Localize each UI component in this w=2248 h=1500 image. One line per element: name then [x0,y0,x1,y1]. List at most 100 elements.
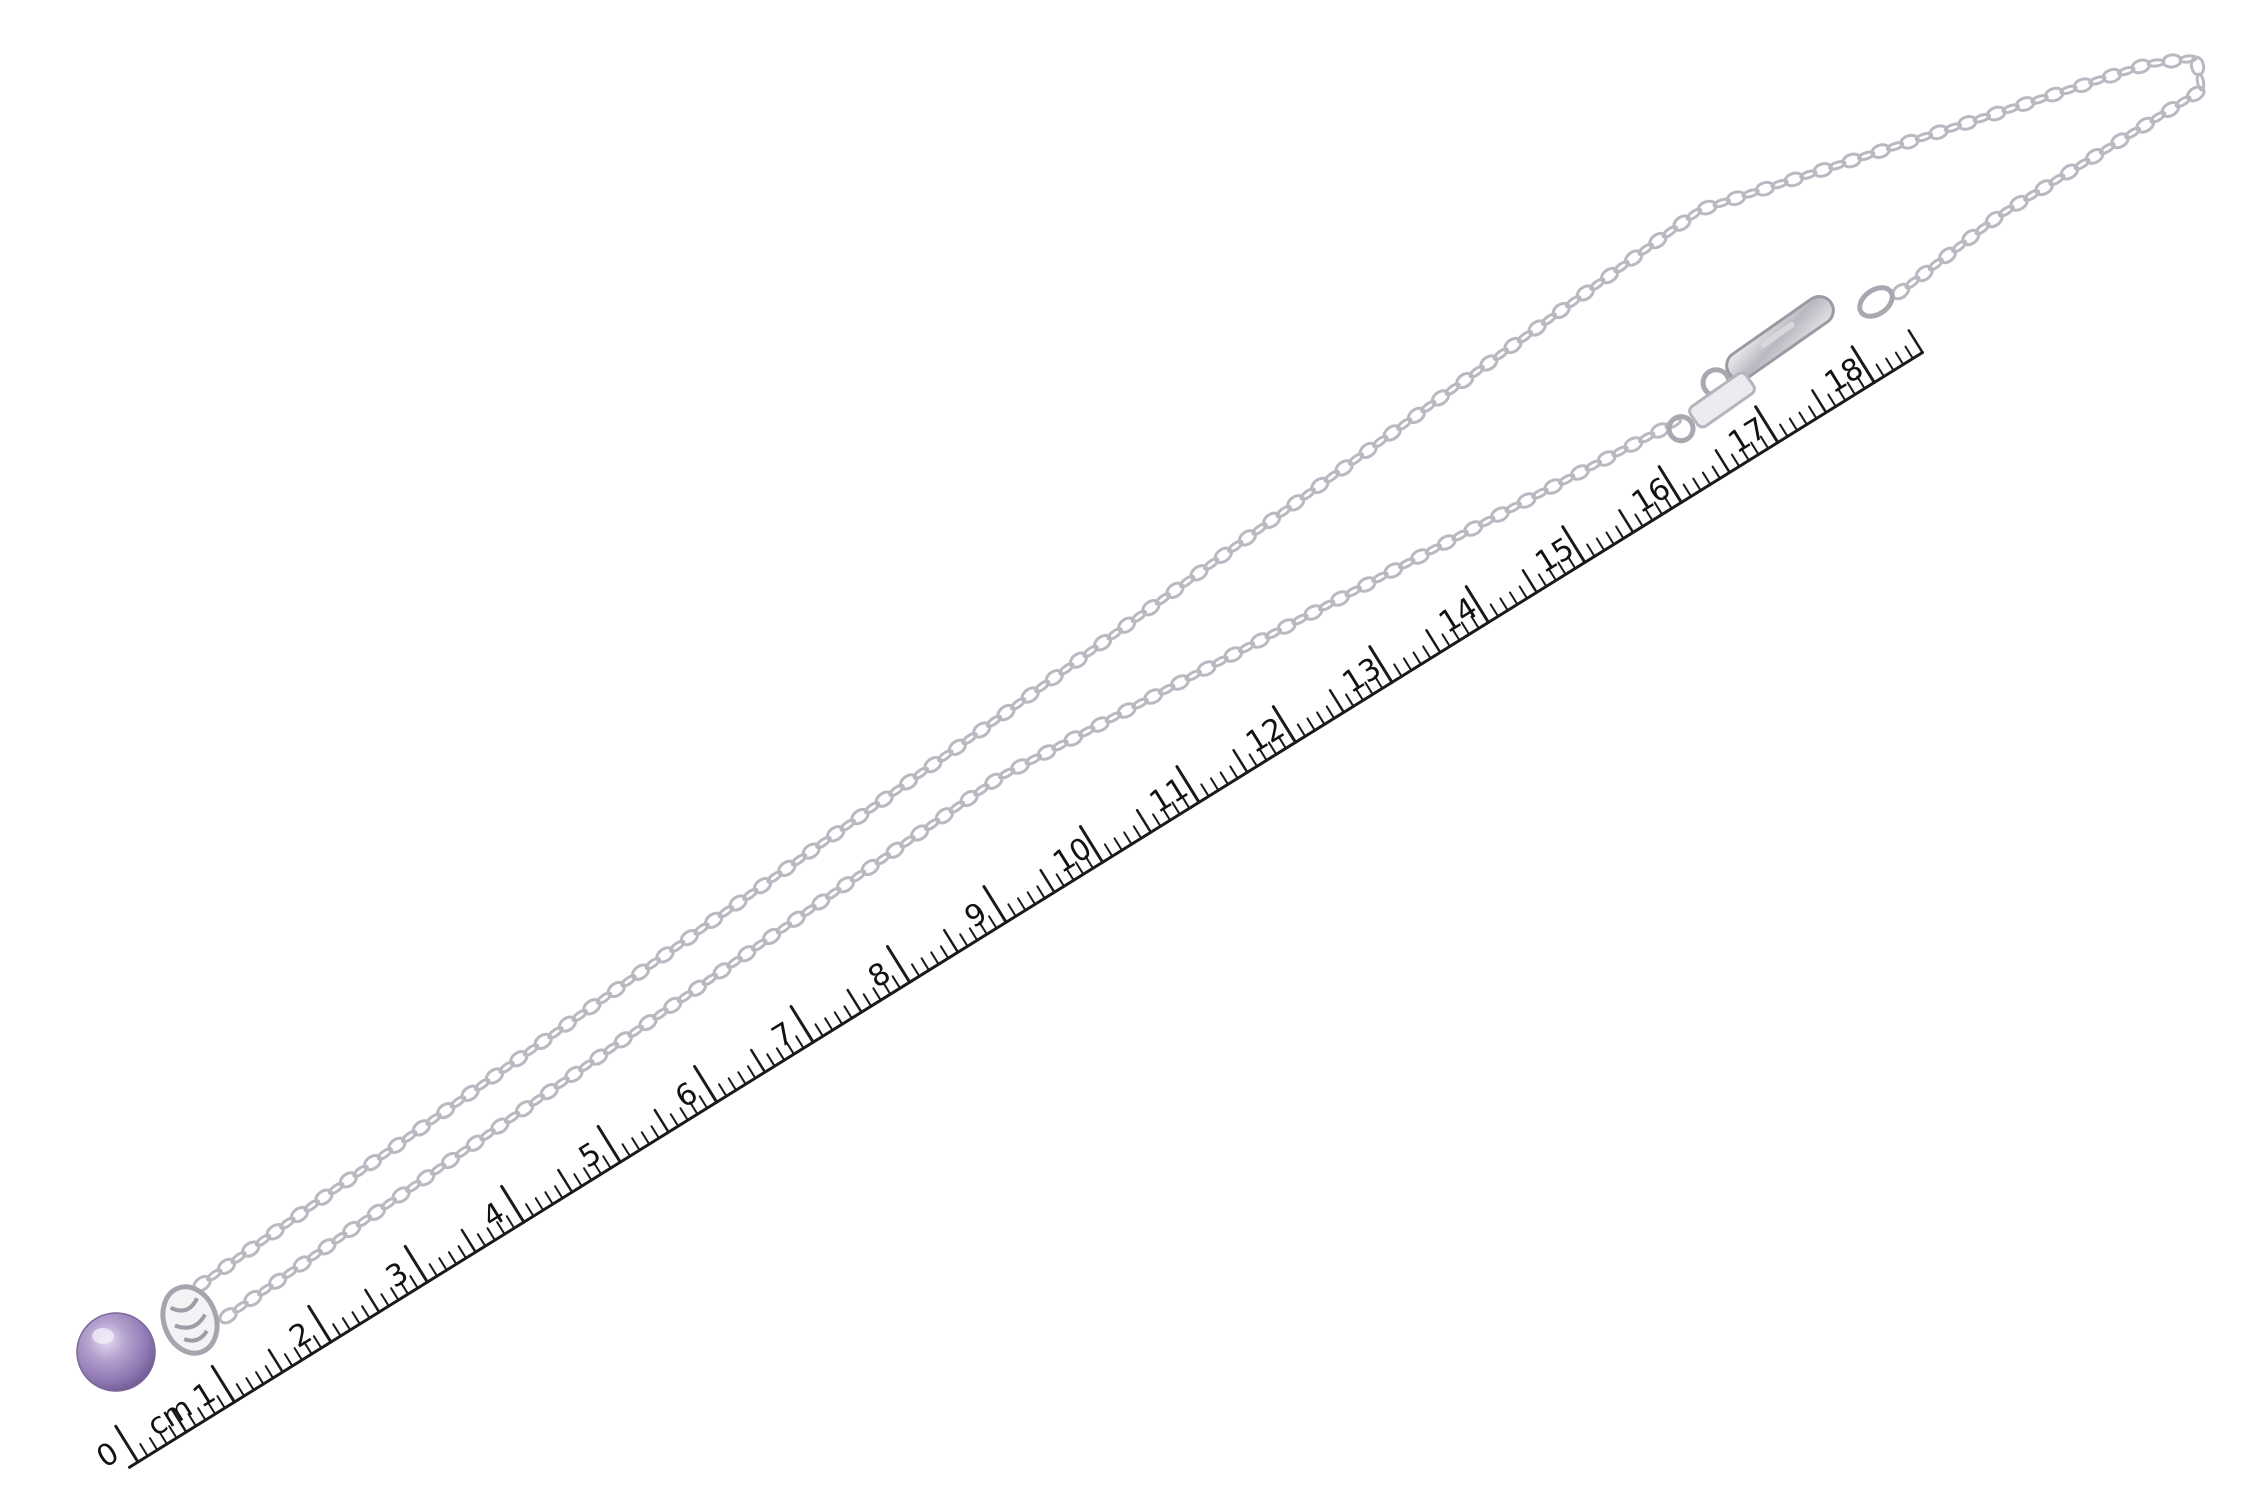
ruler-minor-tick [1740,447,1750,462]
ruler-major-tick [114,1424,140,1464]
chain-link [912,766,930,780]
chain-link [1754,180,1776,197]
chain-link [1611,445,1629,458]
ruler-minor-tick [942,928,960,954]
chain-link [1213,546,1233,564]
ruler-minor-tick [910,963,921,978]
chain-link [1828,160,1847,171]
chain-link [1557,473,1576,486]
chain-link [1063,730,1084,747]
chain-link [1570,464,1590,481]
ruler-minor-tick [1586,543,1596,558]
chain-link [1276,618,1297,635]
chain-link [2174,95,2192,109]
ruler-major-tick [982,885,1008,924]
chain-link [1531,487,1549,500]
ruler-minor-tick [1460,621,1471,636]
ruler-minor-tick [1894,351,1905,366]
ruler-minor-tick [1634,513,1644,528]
ruler-minor-tick [1618,509,1635,534]
ruler-minor-tick [631,1137,641,1152]
chain-link [1436,534,1457,551]
ruler-minor-tick [1653,501,1664,516]
chain-link [1077,725,1096,738]
chain-link [835,876,856,894]
chain-link [1143,688,1164,705]
chain-link [429,1162,447,1176]
ruler-minor-tick [833,1011,844,1026]
chain-link [1565,295,1582,309]
chain-link [1885,141,1905,152]
chain-link [1358,441,1378,460]
ruler-minor-tick [457,1245,467,1260]
chain-link [701,972,719,987]
ruler-minor-tick [1055,873,1066,888]
chain-link [289,1205,310,1224]
chain-link [578,1059,595,1073]
chain-link [1420,399,1437,414]
ruler-major-tick [1850,345,1876,384]
chain-link [687,979,708,997]
ruler-minor-tick [264,1365,275,1380]
ruler-minor-tick [438,1257,448,1272]
ruler-minor-tick [775,1047,786,1062]
chain-link [1492,347,1510,361]
chain-link [1904,275,1921,290]
chain-link [620,974,637,988]
chain-link [1251,522,1268,536]
ruler-minor-tick [197,1407,207,1422]
chain-link [306,1248,323,1263]
ruler-minor-tick [824,1017,834,1032]
ruler-minor-tick [1441,633,1451,648]
ruler-minor-tick [669,1113,680,1128]
chain-link [961,731,978,746]
ruler-minor-tick [1328,689,1346,714]
chain-link [281,1265,299,1280]
ruler-major-tick [886,945,912,984]
ruler-minor-tick [171,1408,188,1434]
chain-link [1648,231,1668,250]
ruler-minor-tick [882,981,892,996]
ruler-minor-tick [206,1401,217,1416]
ruler-minor-tick [1489,603,1500,618]
chain-link [1170,674,1190,691]
ruler-minor-tick [1605,531,1615,546]
chain-link [206,1268,223,1282]
chain-link [1444,382,1461,396]
chain-link [1551,301,1571,320]
chain-link [327,1181,345,1196]
chain-link [2030,94,2049,105]
chain-link [1262,511,1282,529]
chain-link [1599,266,1620,285]
chain-link [972,721,992,739]
chain-link [885,841,905,859]
chain-link [1356,576,1377,593]
chain-link [1396,417,1413,431]
chain-link [366,1203,387,1221]
ruler-minor-tick [267,1348,284,1374]
chain-link [849,869,867,883]
ruler-minor-tick [1595,537,1606,552]
chain-link [1157,683,1176,696]
chain-link [1770,178,1789,190]
ruler-minor-tick [351,1311,361,1326]
chain-tag [1666,371,1756,444]
chain-link [267,1272,288,1290]
chain-link [717,904,735,919]
chain-link [790,853,808,867]
ruler-minor-tick [653,1108,670,1134]
chain-link [1009,697,1027,711]
ruler-minor-tick [939,945,950,960]
ruler-minor-tick [1566,555,1577,570]
ruler-minor-tick [245,1377,255,1392]
chain-link [514,1100,535,1118]
ruler-minor-tick [1499,597,1509,612]
chain-link [850,807,870,826]
chain-link [1036,744,1057,761]
chain-link [1383,562,1404,579]
ruler-minor-tick [1248,753,1258,768]
ruler-major-tick [1175,765,1201,804]
chain-link [1211,655,1229,668]
ruler-minor-tick [168,1425,178,1440]
